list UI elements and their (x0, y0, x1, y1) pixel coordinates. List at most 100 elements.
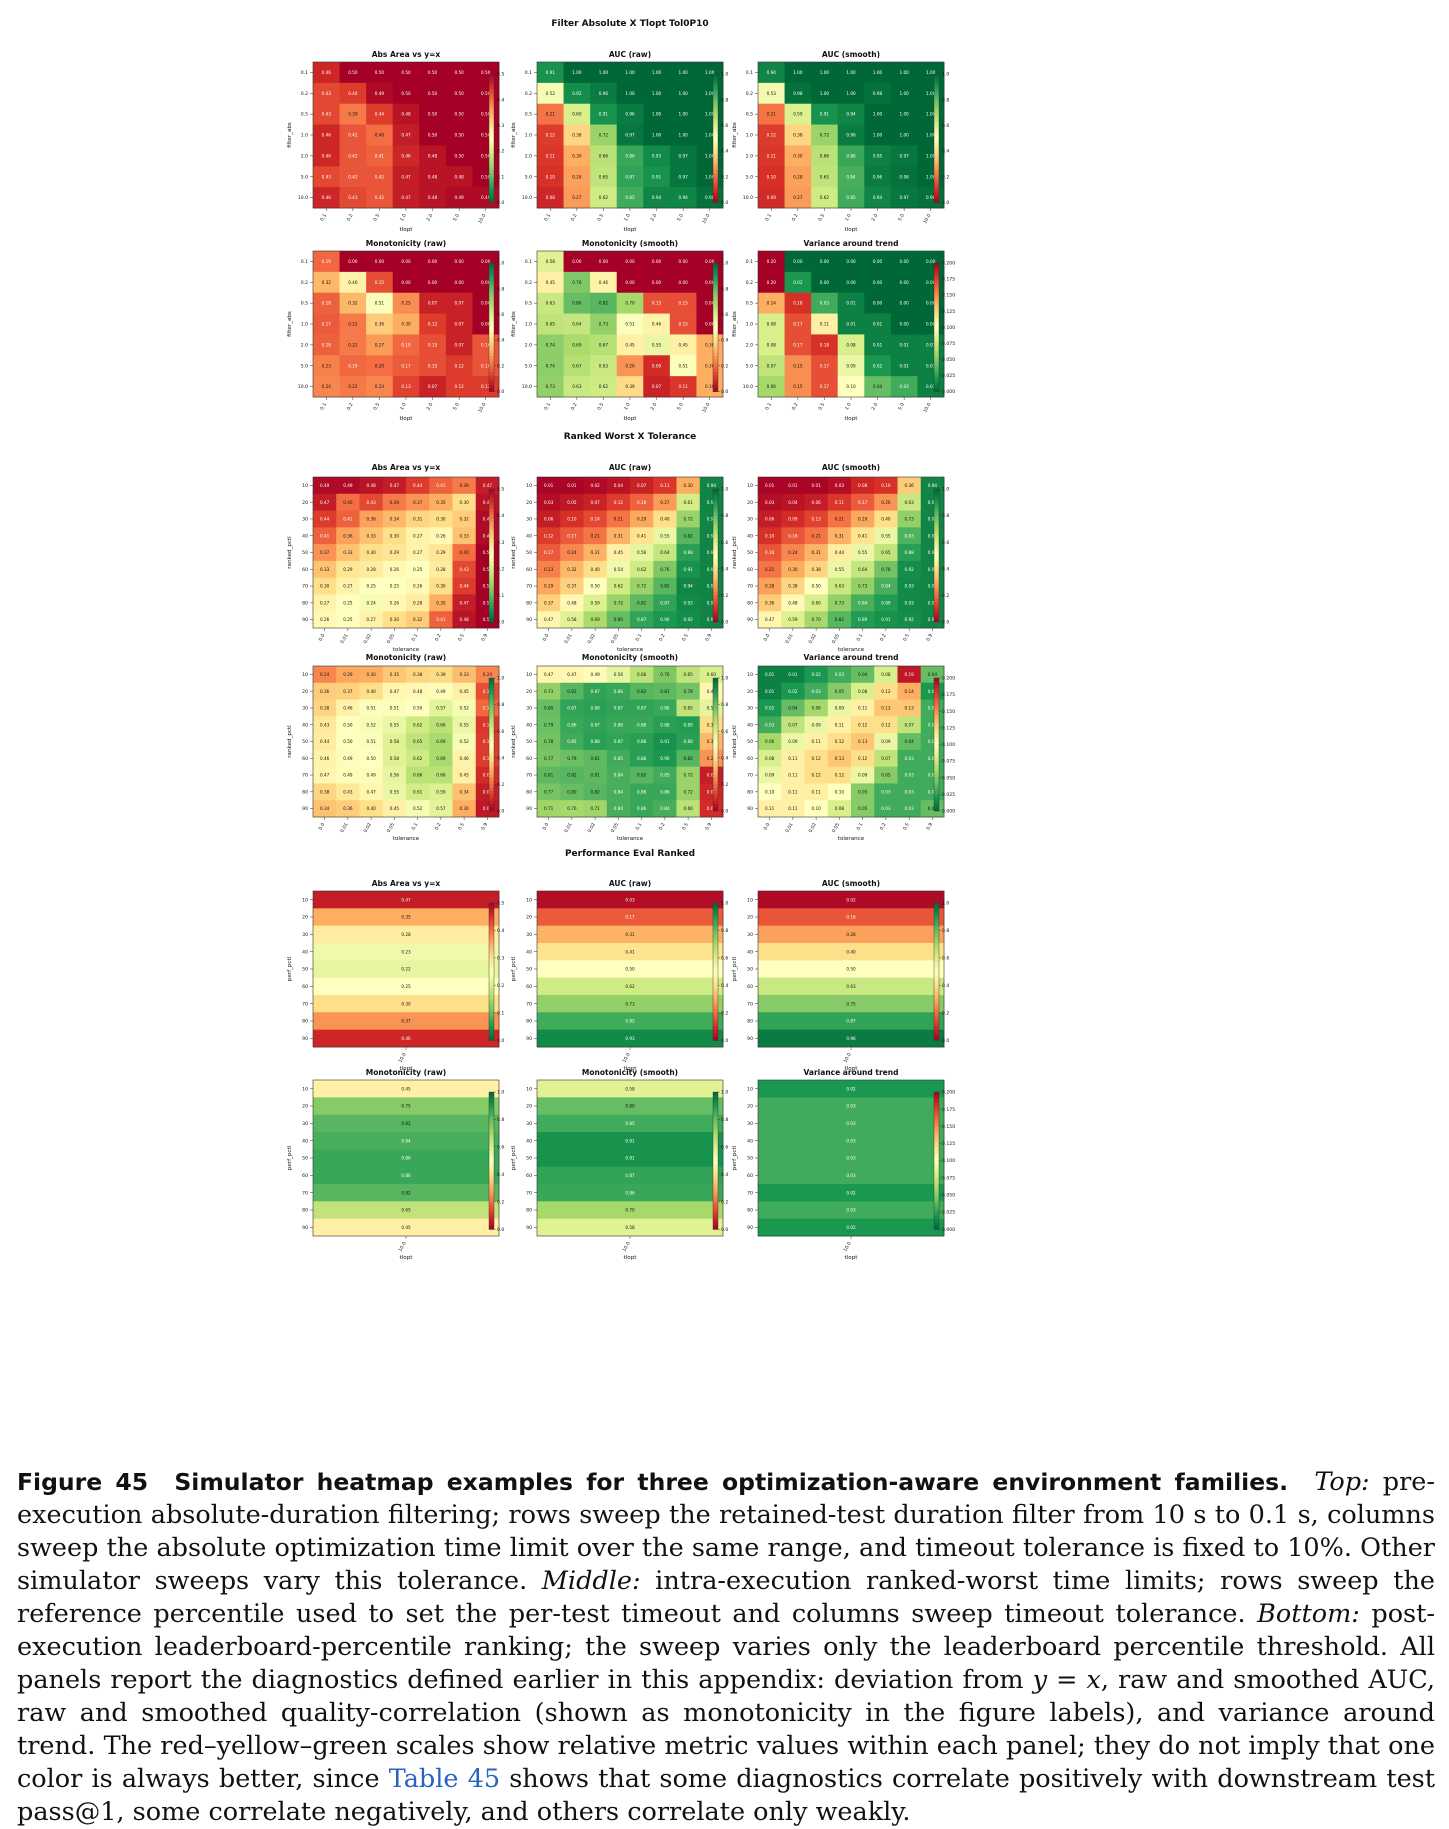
heatmap-cell (804, 733, 829, 751)
colorbar-segment (713, 757, 718, 762)
colorbar-tick-label: 0.000 (942, 808, 955, 814)
colorbar-tick-label: 0.2 (721, 1010, 728, 1016)
colorbar-segment (934, 754, 939, 759)
cell-label: 0.23 (322, 363, 332, 368)
cell-label: 0.21 (811, 533, 821, 538)
colorbar-tick-label: 0.200 (942, 676, 955, 682)
colorbar-segment (934, 1092, 939, 1096)
cell-label: 0.85 (567, 739, 577, 744)
heatmap-cell (851, 766, 875, 784)
cell-label: 0.94 (928, 584, 938, 589)
colorbar-tick-label: 0.3 (497, 123, 504, 129)
heatmap-cell (653, 477, 677, 495)
heatmap-cell (616, 313, 644, 335)
cell-label: 0.17 (820, 384, 830, 389)
heatmap-cell (874, 682, 898, 700)
colorbar-tick-label: 0.1 (497, 593, 504, 599)
heatmap-cell (874, 699, 898, 717)
colorbar-segment (713, 1184, 718, 1189)
cell-label: 0.04 (904, 739, 914, 744)
cell-label: 0.56 (390, 773, 400, 778)
heatmap-cell (784, 334, 812, 356)
colorbar-segment (489, 804, 494, 808)
colorbar-segment (489, 275, 494, 280)
heatmap-cell (630, 611, 654, 629)
colorbar-segment (713, 1222, 718, 1227)
colorbar-segment (489, 558, 494, 563)
colorbar-segment (713, 535, 718, 540)
cell-label: 0.12 (767, 133, 777, 138)
cell-label: 0.18 (322, 301, 332, 306)
heatmap-cell (804, 510, 829, 528)
y-tick-label: 90 (747, 1225, 753, 1231)
x-tick-label: 0.05 (386, 633, 396, 645)
y-axis-label: perf_pctl (732, 1145, 738, 1170)
colorbar-segment (489, 734, 494, 739)
heatmap-cell (366, 313, 394, 335)
cell-label: 0.36 (343, 806, 353, 811)
cell-label: 0.01 (926, 363, 936, 368)
heatmap-cell (630, 682, 654, 700)
cell-label: 0.84 (846, 174, 856, 179)
heatmap-cell (537, 1029, 724, 1048)
heatmap-cell (890, 313, 918, 335)
colorbar-segment (489, 535, 494, 540)
heatmap-cell (537, 313, 564, 335)
cell-label: 0.43 (459, 567, 469, 572)
colorbar-tick-label: 0.000 (942, 389, 955, 395)
cell-label: 0.34 (320, 806, 330, 811)
colorbar-segment (713, 343, 718, 347)
cell-label: 0.45 (614, 550, 624, 555)
heatmap-cell (630, 800, 654, 818)
cell-label: 0.52 (459, 706, 469, 711)
heatmap-cell (313, 313, 340, 335)
colorbar-segment (489, 940, 494, 945)
x-tick-label: 0.1 (764, 213, 773, 222)
colorbar-frame (933, 73, 940, 203)
cell-label: 0.57 (707, 706, 717, 711)
heatmap-cell (864, 62, 892, 84)
x-tick-label: 0.0 (542, 633, 551, 642)
caption-table-link[interactable]: Table 45 (388, 1764, 501, 1794)
heatmap-cell (583, 800, 608, 818)
cell-label: 0.49 (343, 773, 353, 778)
colorbar-segment (934, 115, 939, 120)
cell-label: 0.03 (846, 1138, 856, 1143)
heatmap-panel: Monotonicity (smooth)0.47 0.47 0.49 0.56 0.6… (511, 653, 728, 842)
cell-label: 0.47 (390, 689, 400, 694)
heatmap-cell (382, 682, 407, 700)
heatmap-cell (366, 376, 394, 398)
cell-label: 0.50 (483, 600, 493, 605)
cell-label: 0.48 (567, 600, 577, 605)
cell-label: 0.28 (793, 174, 803, 179)
cell-label: 0.39 (348, 112, 358, 117)
heatmap-cell (758, 891, 945, 909)
colorbar-segment (489, 1184, 494, 1189)
colorbar-segment (713, 985, 718, 990)
colorbar-segment (934, 933, 939, 938)
y-tick-label: 1.0 (301, 133, 308, 139)
x-tick-label: 0.9 (704, 822, 713, 831)
colorbar-segment (489, 378, 494, 383)
heatmap-cell (563, 82, 591, 105)
colorbar-segment (489, 320, 494, 325)
y-tick-label: 30 (526, 517, 532, 523)
y-tick-label: 90 (526, 617, 532, 623)
heatmap-cell (827, 766, 852, 784)
heatmap-cell (429, 527, 453, 545)
colorbar-segment (489, 96, 494, 101)
heatmap-cell (406, 510, 430, 528)
colorbar-tick-label: 0.8 (942, 513, 949, 519)
y-tick-label: 40 (747, 722, 753, 728)
cell-label: 0.82 (683, 533, 693, 538)
cell-label: 0.03 (928, 789, 938, 794)
colorbar-frame (712, 262, 719, 392)
cell-label: 0.12 (858, 756, 868, 761)
cell-label: 0.47 (366, 789, 376, 794)
colorbar-segment (489, 933, 494, 938)
y-tick-label: 1.0 (525, 133, 532, 139)
cell-label: 0.21 (590, 533, 600, 538)
cell-label: 0.04 (928, 806, 938, 811)
colorbar-segment (489, 761, 494, 765)
colorbar-segment (934, 1153, 939, 1158)
